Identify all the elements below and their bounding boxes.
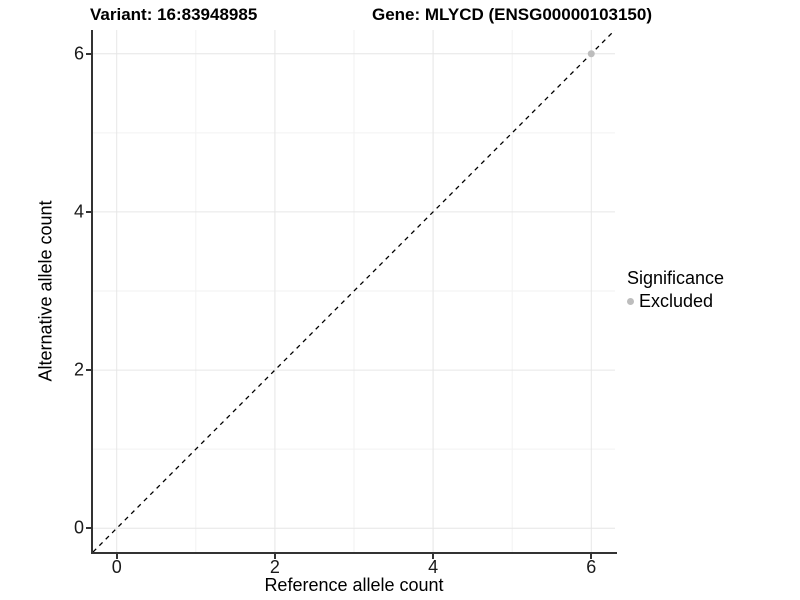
plot-overlay [93,30,615,552]
legend-item-label: Excluded [639,291,714,311]
y-axis-title: Alternative allele count [35,200,56,382]
excluded-point-icon [627,298,634,305]
x-tick-mark [432,554,435,559]
x-tick-label: 4 [428,557,439,577]
title-variant: Variant: 16:83948985 [90,5,258,24]
y-tick-label: 4 [73,201,84,222]
identity-line [93,30,615,552]
y-tick-mark [86,527,91,530]
x-tick-label: 0 [111,557,122,577]
y-tick-label: 2 [73,359,84,380]
y-tick-mark [86,210,91,213]
legend-item-excluded: Excluded [627,291,724,312]
plot-panel [93,30,615,552]
y-tick-mark [86,369,91,372]
legend-title: Significance [627,268,725,288]
title-gene: Gene: MLYCD (ENSG00000103150) [372,5,653,24]
x-axis-title: Reference allele count [264,575,444,595]
data-point-excluded [587,50,595,58]
x-tick-mark [115,554,118,559]
x-tick-label: 2 [269,557,280,577]
x-tick-label: 6 [586,557,597,577]
y-axis-line [91,30,93,554]
x-tick-mark [273,554,276,559]
x-tick-mark [590,554,593,559]
legend: Significance Excluded [627,268,724,312]
y-tick-mark [86,52,91,55]
x-axis-line [91,552,617,554]
y-tick-label: 6 [73,43,84,64]
y-tick-label: 0 [73,517,84,538]
